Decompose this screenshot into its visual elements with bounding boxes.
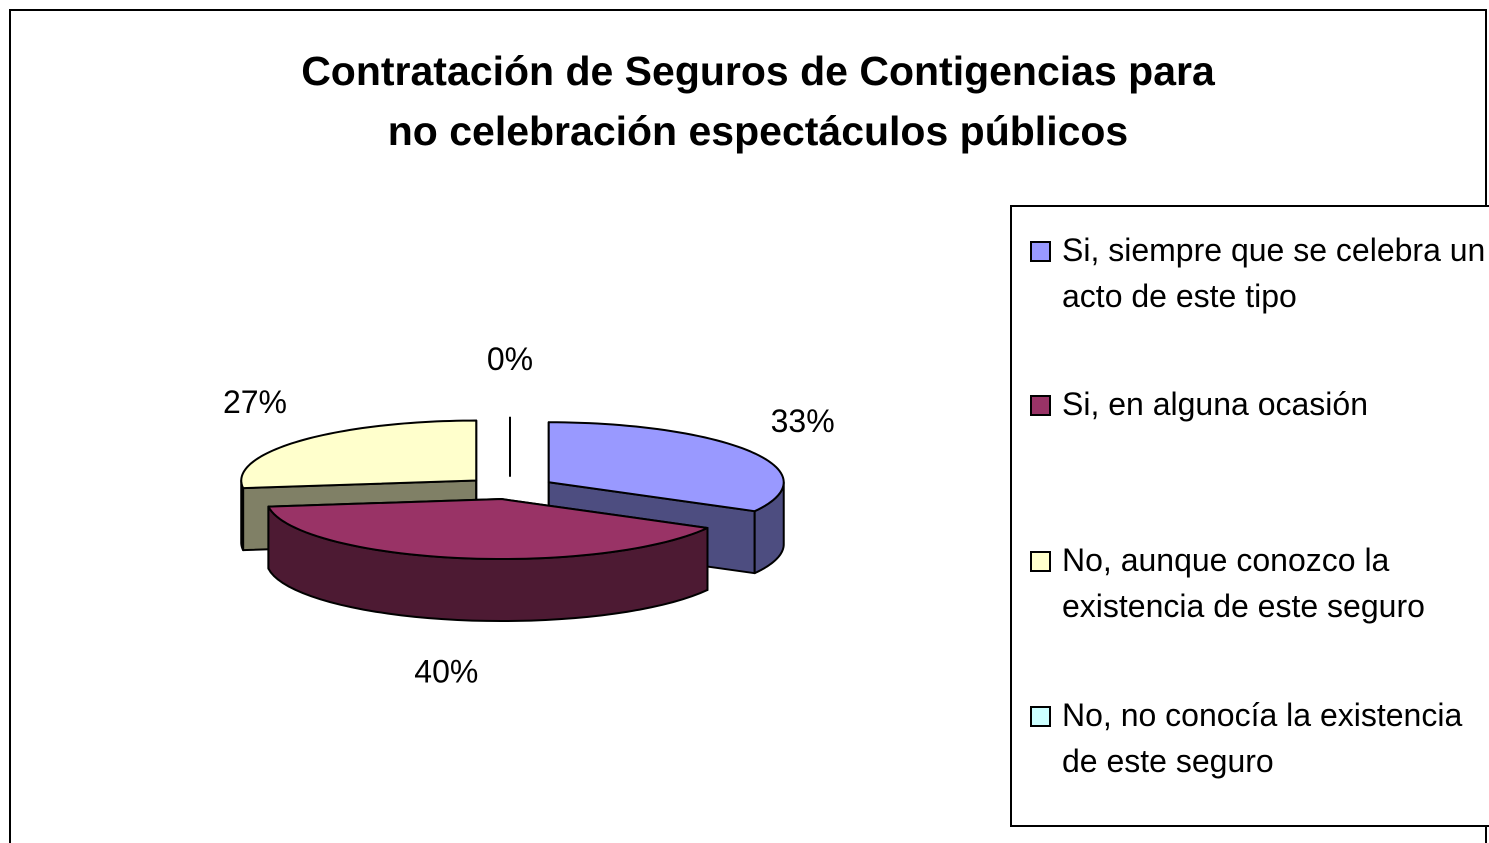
legend-label: Si, en alguna ocasión — [1062, 386, 1368, 422]
slice — [267, 498, 709, 623]
data-label: 40% — [414, 653, 478, 689]
data-label: 27% — [223, 384, 287, 420]
legend-swatch — [1030, 706, 1051, 727]
slice-top — [547, 421, 785, 513]
legend-item: No, no conocía la existencia de este seg… — [1026, 692, 1486, 784]
legend-item: No, aunque conozco la existencia de este… — [1026, 537, 1486, 629]
slice-wall — [240, 479, 245, 552]
legend-swatch — [1030, 551, 1051, 572]
slice-top — [267, 498, 709, 561]
chart-title: Contratación de Seguros de Contigencias … — [301, 48, 1216, 94]
data-label: 0% — [487, 341, 533, 377]
slice-top — [240, 419, 478, 490]
data-label: 33% — [771, 403, 835, 439]
legend-item: Si, en alguna ocasión — [1026, 381, 1486, 427]
legend-label: No, aunque conozco la existencia de este… — [1062, 542, 1425, 624]
legend-swatch — [1030, 395, 1051, 416]
legend-item: Si, siempre que se celebra un acto de es… — [1026, 227, 1486, 319]
chart-title: no celebración espectáculos públicos — [388, 108, 1129, 154]
legend-label: Si, siempre que se celebra un acto de es… — [1062, 232, 1486, 314]
legend: Si, siempre que se celebra un acto de es… — [1010, 205, 1489, 827]
legend-swatch — [1030, 241, 1051, 262]
legend-label: No, no conocía la existencia de este seg… — [1062, 697, 1463, 779]
